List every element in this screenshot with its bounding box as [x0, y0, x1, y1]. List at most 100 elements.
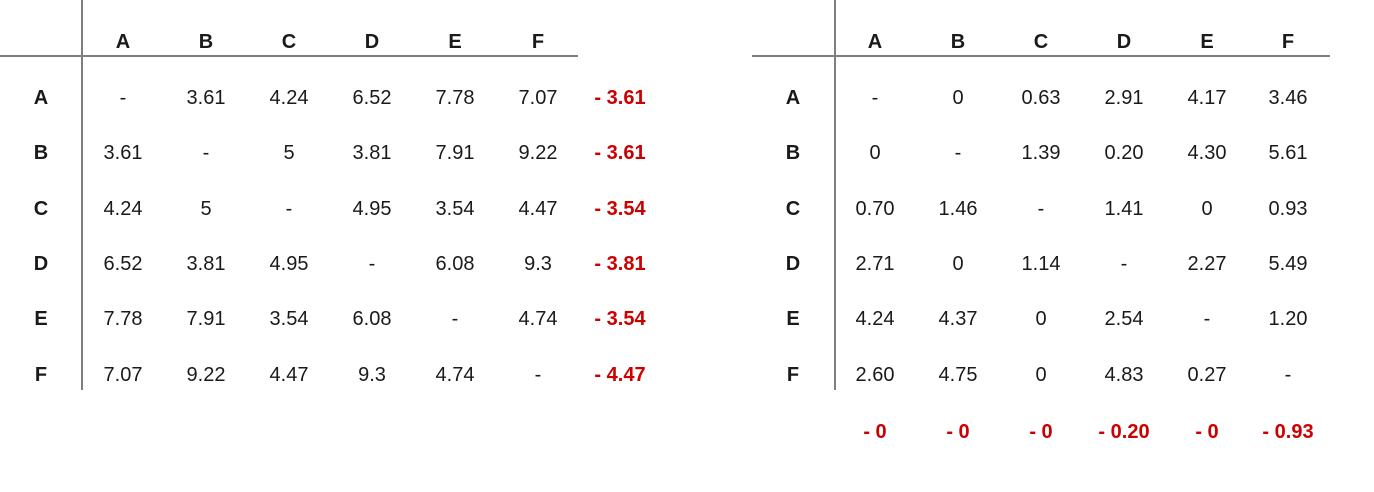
left-header-rule: [0, 55, 578, 57]
row-reduction-value: - 3.61: [594, 87, 646, 109]
left-matrix-cell: 4.24: [269, 87, 309, 109]
right-matrix-cell: -: [1120, 253, 1128, 275]
left-matrix-cell: 9.22: [186, 364, 226, 386]
left-matrix-cell: -: [119, 87, 127, 109]
right-matrix-cell: 3.46: [1268, 87, 1308, 109]
right-matrix-cell: 1.41: [1104, 198, 1144, 220]
left-matrix-cell: -: [451, 308, 459, 330]
right-matrix-cell: 0.93: [1268, 198, 1308, 220]
right-matrix-cell: 0: [1035, 308, 1047, 330]
column-reduction-value: - 0.93: [1262, 421, 1314, 443]
right-matrix-cell: 2.27: [1187, 253, 1227, 275]
right-matrix-cell: 4.17: [1187, 87, 1227, 109]
left-matrix-cell: 5: [283, 142, 295, 164]
right-matrix-cell: 0.20: [1104, 142, 1144, 164]
left-matrix-cell: 4.95: [352, 198, 392, 220]
left-row-header: E: [34, 308, 48, 330]
right-matrix-cell: 0: [869, 142, 881, 164]
left-column-header: A: [115, 31, 131, 53]
row-reduction-value: - 3.61: [594, 142, 646, 164]
right-matrix-cell: 4.24: [855, 308, 895, 330]
left-column-header: D: [364, 31, 380, 53]
right-row-header: F: [786, 364, 800, 386]
right-matrix-cell: 2.71: [855, 253, 895, 275]
right-matrix-cell: 5.49: [1268, 253, 1308, 275]
right-matrix-cell: 0: [1035, 364, 1047, 386]
column-reduction-value: - 0: [863, 421, 887, 443]
left-matrix-cell: 3.61: [186, 87, 226, 109]
right-matrix-cell: -: [1037, 198, 1045, 220]
right-matrix-cell: 2.60: [855, 364, 895, 386]
left-matrix-cell: 3.61: [103, 142, 143, 164]
left-matrix-cell: 6.08: [435, 253, 475, 275]
right-matrix-cell: 1.14: [1021, 253, 1061, 275]
left-matrix-cell: 3.54: [435, 198, 475, 220]
right-reduced-matrix: A B C D E F A - 0 0.63 2.91 4.17 3.46 B 0 - 1.39 0.20 4.30…: [752, 0, 1352, 460]
left-distance-matrix: A B C D E F A - 3.61 4.24 6.52 7.78 7.07 - 3.61 B 3.61 -…: [0, 0, 660, 400]
right-row-header: A: [785, 87, 801, 109]
left-row-header: F: [34, 364, 48, 386]
row-reduction-value: - 3.54: [594, 308, 646, 330]
right-matrix-cell: -: [1203, 308, 1211, 330]
row-reduction-value: - 3.54: [594, 198, 646, 220]
right-matrix-cell: -: [1284, 364, 1292, 386]
right-matrix-cell: 4.75: [938, 364, 978, 386]
right-matrix-cell: 0: [952, 253, 964, 275]
right-matrix-cell: 0: [952, 87, 964, 109]
column-reduction-value: - 0: [1029, 421, 1053, 443]
left-matrix-cell: -: [285, 198, 293, 220]
left-matrix-cell: 5: [200, 198, 212, 220]
right-column-header: D: [1116, 31, 1132, 53]
right-matrix-cell: 2.91: [1104, 87, 1144, 109]
left-matrix-cell: 9.22: [518, 142, 558, 164]
left-matrix-cell: 4.47: [518, 198, 558, 220]
left-column-header: C: [281, 31, 297, 53]
left-matrix-cell: 4.74: [518, 308, 558, 330]
right-column-header: B: [950, 31, 966, 53]
left-matrix-cell: 3.81: [352, 142, 392, 164]
right-row-header: B: [785, 142, 801, 164]
left-matrix-cell: 4.74: [435, 364, 475, 386]
left-matrix-cell: -: [534, 364, 542, 386]
right-matrix-cell: -: [871, 87, 879, 109]
right-column-header: C: [1033, 31, 1049, 53]
left-matrix-cell: 9.3: [524, 253, 552, 275]
right-column-header: E: [1200, 31, 1214, 53]
left-row-header: B: [33, 142, 49, 164]
left-matrix-cell: 4.24: [103, 198, 143, 220]
left-matrix-cell: 7.07: [103, 364, 143, 386]
right-matrix-cell: 1.46: [938, 198, 978, 220]
right-matrix-cell: 0.70: [855, 198, 895, 220]
left-row-header-rule: [81, 0, 83, 390]
right-row-header: D: [785, 253, 801, 275]
left-matrix-cell: 4.47: [269, 364, 309, 386]
column-reduction-value: - 0: [946, 421, 970, 443]
right-matrix-cell: -: [954, 142, 962, 164]
left-matrix-cell: 6.52: [352, 87, 392, 109]
right-matrix-cell: 1.20: [1268, 308, 1308, 330]
left-matrix-cell: 3.81: [186, 253, 226, 275]
left-matrix-cell: 7.91: [435, 142, 475, 164]
left-row-header: A: [33, 87, 49, 109]
left-matrix-cell: 3.54: [269, 308, 309, 330]
left-matrix-cell: -: [368, 253, 376, 275]
row-reduction-value: - 4.47: [594, 364, 646, 386]
right-matrix-cell: 2.54: [1104, 308, 1144, 330]
left-row-header: C: [33, 198, 49, 220]
right-matrix-cell: 4.30: [1187, 142, 1227, 164]
right-matrix-cell: 1.39: [1021, 142, 1061, 164]
right-matrix-cell: 0.27: [1187, 364, 1227, 386]
left-row-header: D: [33, 253, 49, 275]
right-column-header: F: [1281, 31, 1295, 53]
left-matrix-cell: 6.08: [352, 308, 392, 330]
left-matrix-cell: 7.78: [103, 308, 143, 330]
right-matrix-cell: 0: [1201, 198, 1213, 220]
left-matrix-cell: 9.3: [358, 364, 386, 386]
right-matrix-cell: 4.83: [1104, 364, 1144, 386]
row-reduction-value: - 3.81: [594, 253, 646, 275]
left-matrix-cell: 4.95: [269, 253, 309, 275]
left-column-header: B: [198, 31, 214, 53]
right-matrix-cell: 0.63: [1021, 87, 1061, 109]
column-reduction-value: - 0: [1195, 421, 1219, 443]
left-matrix-cell: 7.07: [518, 87, 558, 109]
